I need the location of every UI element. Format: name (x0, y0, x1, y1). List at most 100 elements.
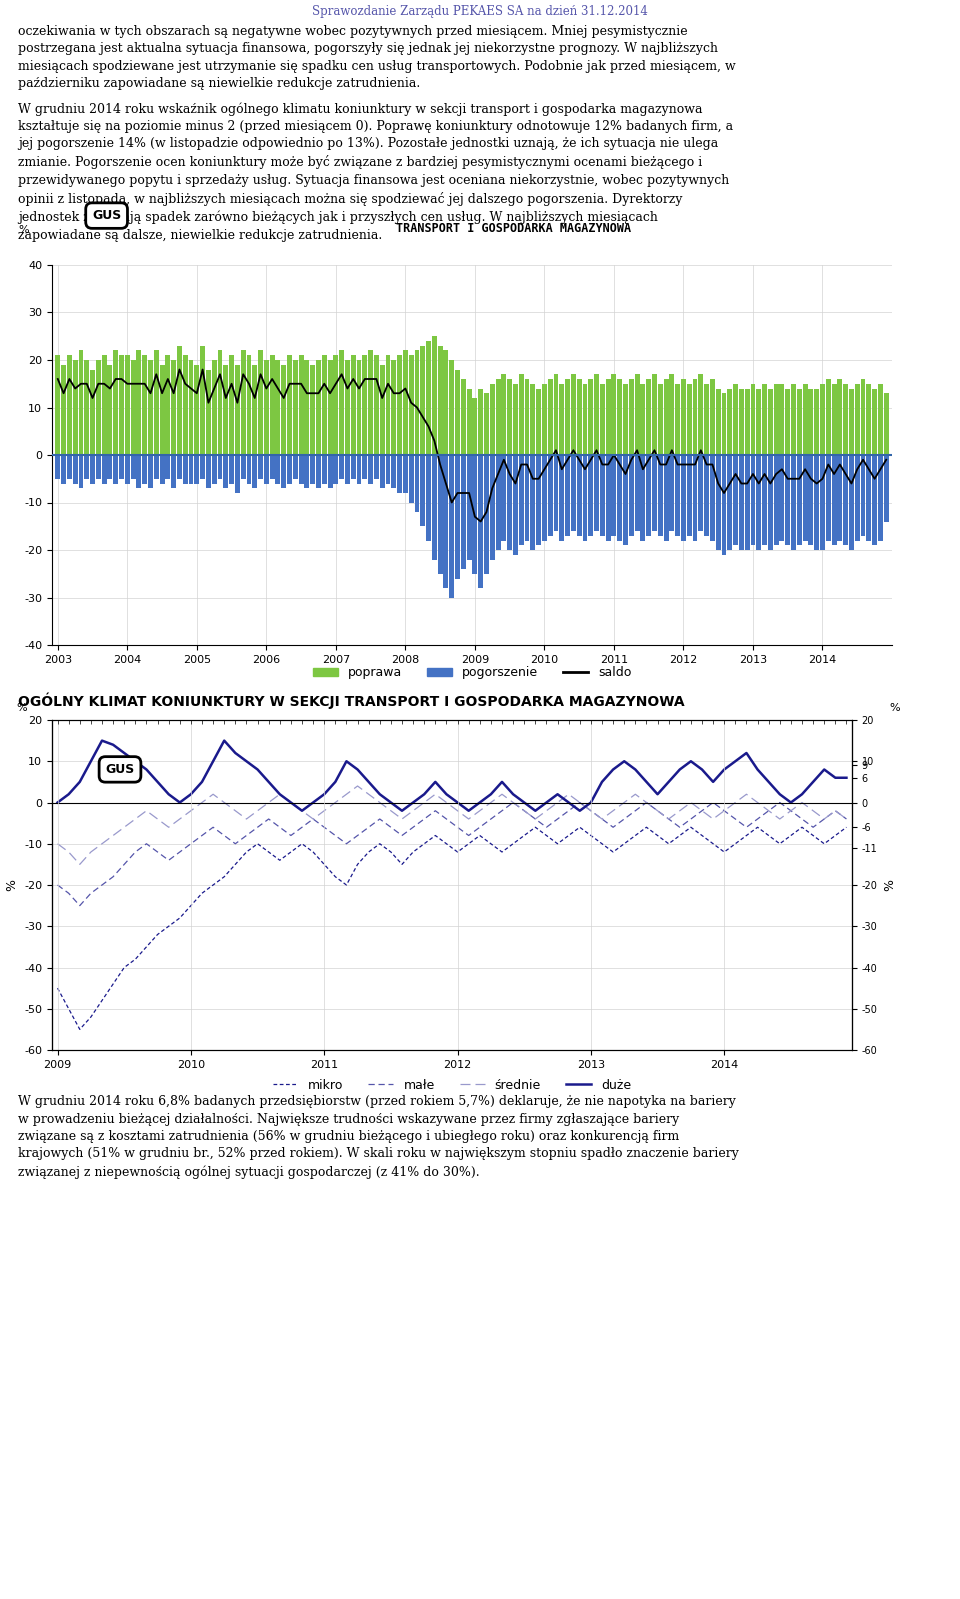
Bar (704, 456, 709, 536)
Bar (669, 374, 674, 456)
Bar (495, 456, 500, 550)
Text: %: % (18, 224, 29, 235)
Bar (831, 384, 836, 456)
Bar (484, 456, 489, 574)
Bar (159, 456, 164, 483)
Bar (843, 456, 848, 545)
Bar (177, 345, 181, 456)
Bar (461, 379, 466, 456)
Bar (542, 456, 547, 540)
Bar (415, 350, 420, 456)
Bar (884, 456, 889, 521)
Bar (356, 456, 362, 483)
Bar (455, 456, 460, 579)
Bar (675, 456, 680, 536)
Bar (542, 384, 547, 456)
Bar (415, 456, 420, 512)
Bar (646, 379, 651, 456)
Bar (536, 456, 541, 545)
Bar (722, 456, 727, 555)
Bar (791, 456, 796, 550)
Bar (797, 389, 802, 456)
Bar (745, 389, 750, 456)
Bar (56, 355, 60, 456)
Bar (583, 384, 588, 456)
Bar (501, 374, 506, 456)
Bar (299, 355, 303, 456)
Bar (142, 355, 147, 456)
Bar (635, 456, 639, 531)
Bar (530, 456, 536, 550)
Bar (606, 456, 611, 540)
Text: W grudniu 2014 roku wskaźnik ogólnego klimatu koniunktury w sekcji transport i g: W grudniu 2014 roku wskaźnik ogólnego kl… (18, 102, 733, 241)
Bar (171, 360, 176, 456)
Bar (84, 456, 89, 478)
Bar (866, 384, 872, 456)
Bar (826, 456, 830, 540)
Bar (287, 355, 292, 456)
Bar (426, 456, 431, 540)
Bar (820, 456, 825, 550)
Bar (854, 456, 860, 540)
Bar (455, 369, 460, 456)
Bar (333, 456, 338, 483)
Bar (177, 456, 181, 478)
Bar (67, 456, 72, 478)
Bar (102, 355, 107, 456)
Bar (681, 456, 685, 540)
Bar (79, 456, 84, 488)
Bar (165, 456, 170, 478)
Bar (362, 355, 368, 456)
Bar (751, 384, 756, 456)
Bar (73, 456, 78, 483)
Bar (495, 379, 500, 456)
Bar (524, 456, 530, 540)
Bar (472, 398, 477, 456)
Bar (194, 365, 200, 456)
Bar (831, 456, 836, 545)
Bar (652, 374, 657, 456)
Bar (878, 384, 883, 456)
Bar (136, 350, 141, 456)
Bar (780, 384, 784, 456)
Bar (327, 360, 332, 456)
Text: TRANSPORT I GOSPODARKA MAGAZYNOWA: TRANSPORT I GOSPODARKA MAGAZYNOWA (396, 222, 632, 235)
Bar (386, 355, 391, 456)
Bar (704, 384, 709, 456)
Bar (206, 369, 211, 456)
Bar (594, 456, 599, 531)
Bar (56, 456, 60, 478)
Bar (310, 365, 315, 456)
Bar (722, 393, 727, 456)
Bar (884, 393, 889, 456)
Bar (206, 456, 211, 488)
Bar (258, 456, 263, 478)
Bar (212, 456, 217, 483)
Bar (837, 456, 842, 540)
Bar (108, 456, 112, 478)
Bar (513, 456, 517, 555)
Bar (102, 456, 107, 483)
Bar (148, 360, 153, 456)
Bar (61, 365, 66, 456)
Bar (686, 456, 692, 536)
Bar (826, 379, 830, 456)
Bar (125, 355, 130, 456)
Bar (860, 456, 866, 536)
Text: %: % (889, 704, 900, 713)
Bar (252, 365, 257, 456)
Bar (623, 456, 628, 545)
Bar (878, 456, 883, 540)
Bar (90, 456, 95, 483)
Bar (182, 456, 188, 483)
Bar (698, 374, 704, 456)
Bar (449, 456, 454, 598)
Bar (872, 456, 877, 545)
Bar (513, 384, 517, 456)
Bar (409, 355, 414, 456)
Bar (774, 456, 779, 545)
Bar (154, 350, 158, 456)
Bar (73, 360, 78, 456)
Bar (530, 384, 536, 456)
Bar (490, 456, 494, 560)
